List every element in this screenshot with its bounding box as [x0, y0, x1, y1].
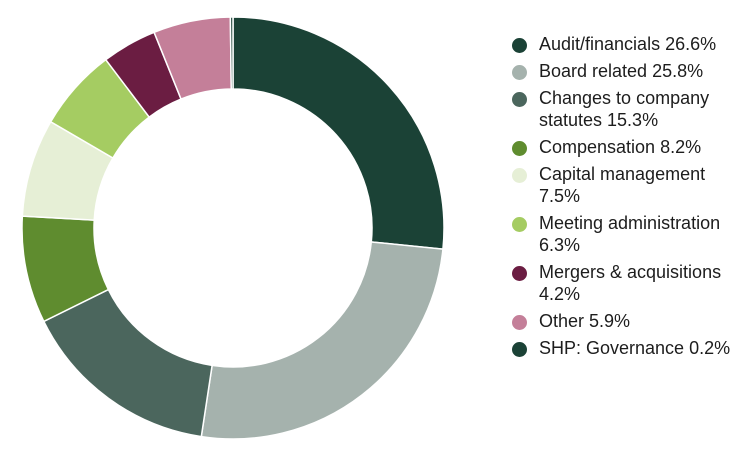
legend-label: Mergers & acquisitions 4.2% — [539, 262, 722, 304]
donut-slice-board-related — [200, 241, 444, 440]
legend-marker — [512, 342, 527, 357]
legend-item-board-related: Board related 25.8% — [512, 60, 742, 82]
legend-item-audit-financials: Audit/financials 26.6% — [512, 33, 742, 55]
legend-item-other: Other 5.9% — [512, 310, 742, 332]
legend-label: Other 5.9% — [539, 311, 631, 331]
legend-label: Changes to company statutes 15.3% — [539, 88, 710, 130]
legend-item-capital-management: Capital management 7.5% — [512, 163, 742, 207]
legend-label: Board related 25.8% — [539, 61, 704, 81]
legend-label: Capital management 7.5% — [539, 164, 706, 206]
legend-marker — [512, 141, 527, 156]
legend-item-mergers-acquisitions: Mergers & acquisitions 4.2% — [512, 261, 742, 305]
legend-label: Audit/financials 26.6% — [539, 34, 717, 54]
legend-label: Compensation 8.2% — [539, 137, 702, 157]
legend-marker — [512, 217, 527, 232]
legend-marker — [512, 315, 527, 330]
legend-marker — [512, 65, 527, 80]
legend-item-shp-governance: SHP: Governance 0.2% — [512, 337, 742, 359]
donut-slice-audit-financials — [232, 16, 445, 250]
legend-item-changes-to-company-statutes: Changes to company statutes 15.3% — [512, 87, 742, 131]
legend-marker — [512, 92, 527, 107]
donut-slice-changes-to-company-statutes — [42, 288, 213, 438]
donut-chart — [21, 16, 445, 440]
legend-label: SHP: Governance 0.2% — [539, 338, 731, 358]
legend-label: Meeting administration 6.3% — [539, 213, 721, 255]
legend-marker — [512, 266, 527, 281]
chart-legend: Audit/financials 26.6% Board related 25.… — [512, 33, 742, 364]
legend-item-meeting-administration: Meeting administration 6.3% — [512, 212, 742, 256]
legend-item-compensation: Compensation 8.2% — [512, 136, 742, 158]
legend-marker — [512, 168, 527, 183]
legend-marker — [512, 38, 527, 53]
donut-slice-shp-governance — [229, 16, 234, 90]
